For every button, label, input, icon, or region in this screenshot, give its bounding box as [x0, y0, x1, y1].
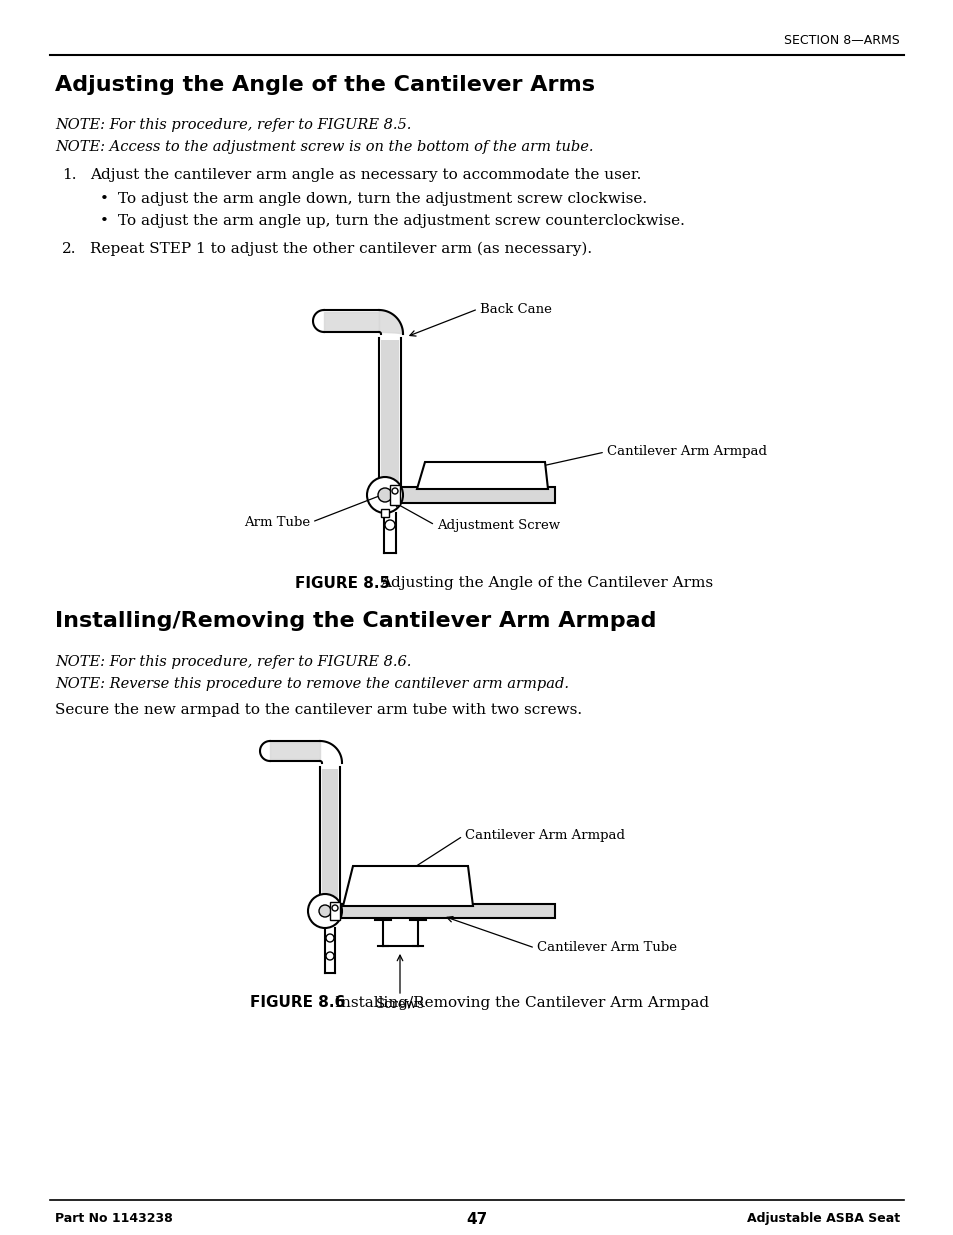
Text: Screws: Screws [375, 998, 424, 1011]
Text: 2.: 2. [62, 242, 76, 256]
Text: Installing/Removing the Cantilever Arm Armpad: Installing/Removing the Cantilever Arm A… [335, 995, 708, 1010]
Polygon shape [416, 462, 547, 489]
Text: Back Cane: Back Cane [479, 303, 551, 315]
Text: To adjust the arm angle down, turn the adjustment screw clockwise.: To adjust the arm angle down, turn the a… [118, 191, 646, 206]
Text: Cantilever Arm Armpad: Cantilever Arm Armpad [464, 830, 624, 842]
Text: Arm Tube: Arm Tube [244, 515, 310, 529]
Circle shape [308, 894, 341, 927]
Bar [380, 509, 389, 517]
Text: Adjustable ASBA Seat: Adjustable ASBA Seat [746, 1212, 899, 1225]
Bar [390, 485, 399, 505]
Circle shape [318, 905, 331, 918]
Text: Installing/Removing the Cantilever Arm Armpad: Installing/Removing the Cantilever Arm A… [55, 611, 656, 631]
Text: NOTE: Reverse this procedure to remove the cantilever arm armpad.: NOTE: Reverse this procedure to remove t… [55, 677, 568, 692]
Text: Adjustment Screw: Adjustment Screw [436, 519, 559, 531]
Text: Adjust the cantilever arm angle as necessary to accommodate the user.: Adjust the cantilever arm angle as neces… [90, 168, 640, 182]
Bar [372, 487, 555, 503]
Text: Secure the new armpad to the cantilever arm tube with two screws.: Secure the new armpad to the cantilever … [55, 703, 581, 718]
Text: NOTE: Access to the adjustment screw is on the bottom of the arm tube.: NOTE: Access to the adjustment screw is … [55, 140, 593, 154]
Bar [322, 769, 337, 906]
Text: Repeat STEP 1 to adjust the other cantilever arm (as necessary).: Repeat STEP 1 to adjust the other cantil… [90, 242, 592, 257]
Text: Adjusting the Angle of the Cantilever Arms: Adjusting the Angle of the Cantilever Ar… [379, 576, 713, 590]
Text: 1.: 1. [62, 168, 76, 182]
Circle shape [367, 477, 402, 513]
Text: To adjust the arm angle up, turn the adjustment screw counterclockwise.: To adjust the arm angle up, turn the adj… [118, 214, 684, 228]
Polygon shape [343, 866, 473, 906]
Circle shape [326, 952, 334, 960]
Text: NOTE: For this procedure, refer to FIGURE 8.5.: NOTE: For this procedure, refer to FIGUR… [55, 119, 411, 132]
Text: FIGURE 8.6: FIGURE 8.6 [250, 995, 345, 1010]
Bar [330, 902, 339, 920]
Text: Cantilever Arm Tube: Cantilever Arm Tube [537, 941, 677, 955]
Text: Adjusting the Angle of the Cantilever Arms: Adjusting the Angle of the Cantilever Ar… [55, 75, 595, 95]
Text: Cantilever Arm Armpad: Cantilever Arm Armpad [606, 446, 766, 458]
Text: SECTION 8—ARMS: SECTION 8—ARMS [783, 33, 899, 47]
Text: NOTE: For this procedure, refer to FIGURE 8.6.: NOTE: For this procedure, refer to FIGUR… [55, 655, 411, 669]
Circle shape [326, 934, 334, 942]
Text: Part No 1143238: Part No 1143238 [55, 1212, 172, 1225]
Text: 47: 47 [466, 1212, 487, 1228]
Text: FIGURE 8.5: FIGURE 8.5 [294, 576, 390, 590]
Circle shape [377, 488, 392, 501]
Bar [313, 904, 555, 918]
Circle shape [385, 520, 395, 530]
Text: •: • [100, 214, 109, 228]
Text: •: • [100, 191, 109, 206]
Bar [380, 340, 398, 490]
